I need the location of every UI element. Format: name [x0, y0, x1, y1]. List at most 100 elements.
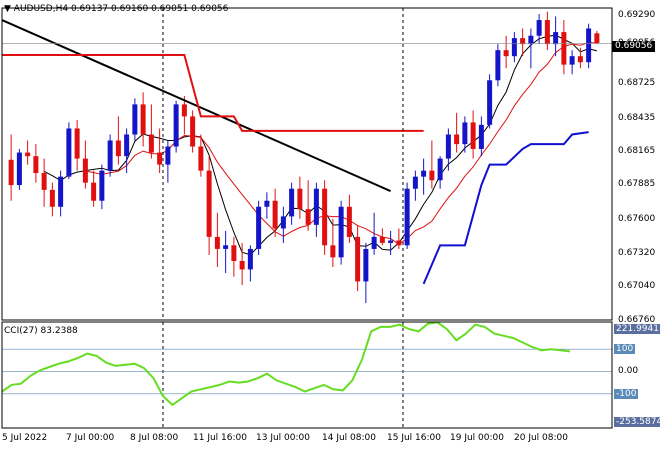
- ohlc-values: 0.69137 0.69160 0.69051 0.69056: [70, 4, 229, 14]
- candle-body: [454, 134, 460, 145]
- symbol-label: AUDUSD,H4: [13, 4, 69, 14]
- cci-panel-border: [1, 321, 613, 429]
- current-price-tag: 0.69056: [612, 41, 656, 52]
- candle-body: [148, 134, 154, 153]
- time-tick-label: 13 Jul 00:00: [256, 433, 310, 443]
- main-panel-border: [1, 7, 613, 321]
- candle-body: [511, 38, 517, 57]
- resistance-stepline: [2, 53, 424, 132]
- candle-body: [107, 140, 113, 171]
- candle-body: [264, 200, 270, 207]
- candle-body: [313, 188, 319, 225]
- time-tick-label: 7 Jul 00:00: [66, 433, 115, 443]
- candle-body: [41, 173, 47, 190]
- candle-body: [91, 182, 97, 201]
- time-tick-label: 11 Jul 16:00: [193, 433, 247, 443]
- candle-body: [214, 236, 220, 249]
- candle-body: [289, 188, 295, 217]
- candle-body: [396, 240, 402, 246]
- candle-body: [520, 38, 526, 45]
- candle-body: [429, 170, 435, 181]
- candle-body: [33, 156, 39, 174]
- candle-body: [586, 28, 592, 63]
- candle-body: [388, 240, 394, 243]
- cci-tick-label: 100: [614, 344, 636, 355]
- candle-body: [338, 206, 344, 258]
- candle-body: [330, 245, 336, 258]
- price-tick-label: 0.68435: [618, 113, 656, 124]
- candle-body: [536, 20, 542, 36]
- trendline: [1, 19, 392, 193]
- support-stepline: [422, 131, 589, 285]
- candle-body: [82, 158, 88, 183]
- candle-body: [487, 80, 493, 125]
- cci-tick-label: -253.5874: [614, 417, 660, 427]
- candle-body: [157, 152, 163, 165]
- candle-body: [553, 32, 559, 45]
- candle-body: [462, 122, 468, 145]
- candle-body: [379, 236, 385, 243]
- candle-body: [173, 104, 179, 147]
- candle-body: [206, 170, 212, 237]
- candle-body: [124, 134, 130, 157]
- candle-body: [115, 140, 121, 157]
- time-tick-label: 14 Jul 08:00: [322, 433, 376, 443]
- price-tick-label: 0.68165: [618, 145, 656, 156]
- time-tick-label: 19 Jul 00:00: [450, 433, 504, 443]
- candle-body: [569, 56, 575, 65]
- candle-body: [272, 200, 278, 229]
- candle-body: [528, 35, 534, 45]
- candle-body: [99, 170, 105, 201]
- candle-body: [8, 159, 14, 186]
- candle-body: [470, 122, 476, 149]
- candle-body: [297, 188, 303, 210]
- candle-body: [371, 236, 377, 249]
- candle-body: [49, 189, 55, 207]
- candle-body: [594, 33, 600, 43]
- candle-body: [239, 260, 245, 270]
- time-tick-label: 8 Jul 08:00: [130, 433, 179, 443]
- candle-body: [437, 158, 443, 181]
- candle-body: [223, 245, 229, 249]
- candle-body: [305, 209, 311, 225]
- candle-body: [140, 104, 146, 135]
- candle-body: [256, 206, 262, 249]
- time-tick-label: 20 Jul 08:00: [514, 433, 568, 443]
- ma-fast-line: [43, 34, 598, 256]
- candle-body: [495, 50, 501, 81]
- price-tick-label: 0.66760: [618, 315, 656, 325]
- time-tick-label: 5 Jul 2022: [2, 433, 48, 443]
- candle-body: [74, 128, 80, 159]
- candle-body: [247, 248, 253, 270]
- price-tick-label: 0.67885: [618, 179, 656, 190]
- candle-body: [132, 104, 138, 135]
- cci-line: [1, 321, 571, 407]
- cci-label: CCI(27) 83.2388: [4, 326, 78, 336]
- candle-body: [346, 206, 352, 237]
- price-tick-label: 0.68725: [618, 78, 656, 89]
- price-tick-label: 0.67600: [618, 213, 656, 224]
- candle-body: [544, 20, 550, 45]
- candle-body: [165, 146, 171, 165]
- cci-tick-label: 221.9941: [614, 324, 660, 334]
- candle-body: [363, 248, 369, 282]
- price-tick-label: 0.67040: [618, 281, 656, 292]
- candle-body: [421, 170, 427, 177]
- candle-body: [16, 152, 22, 186]
- candle-body: [503, 50, 509, 57]
- price-tick-label: 0.67320: [618, 247, 656, 258]
- time-tick-label: 15 Jul 16:00: [387, 433, 441, 443]
- candle-body: [66, 128, 72, 177]
- candle-body: [561, 32, 567, 65]
- candle-body: [445, 134, 451, 159]
- candle-body: [190, 116, 196, 147]
- candle-body: [322, 188, 328, 246]
- cci-tick-label: 0.00: [618, 366, 639, 377]
- candle-body: [25, 152, 31, 157]
- cci-tick-label: -100: [614, 388, 639, 399]
- candle-body: [198, 146, 204, 171]
- candle-body: [280, 216, 286, 229]
- chart-header: ▼ AUDUSD,H4 0.69137 0.69160 0.69051 0.69…: [4, 4, 228, 14]
- price-tick-label: 0.69290: [618, 10, 656, 21]
